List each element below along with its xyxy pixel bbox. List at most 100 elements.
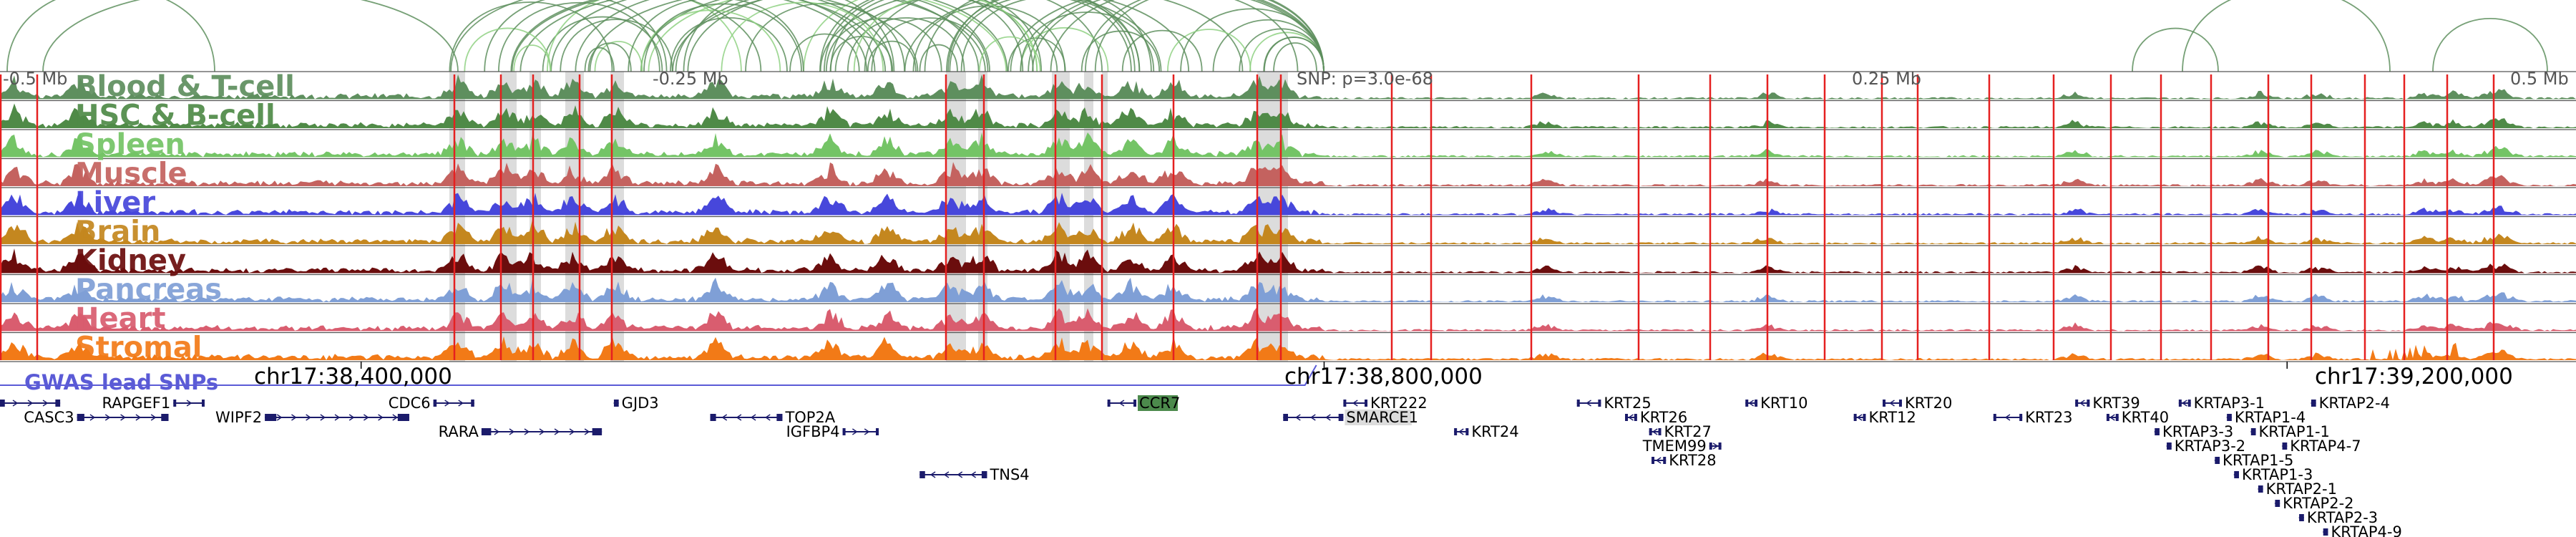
strand-arrow	[2154, 428, 2160, 435]
strand-arrow	[2214, 457, 2220, 464]
interaction-arc	[687, 0, 1008, 72]
interaction-arc	[594, 41, 643, 72]
track-label-5: Brain	[75, 216, 160, 248]
coord-label-38400000: chr17:38,400,000	[254, 364, 452, 390]
strand-arrow	[135, 414, 142, 421]
strand-arrow	[970, 471, 976, 478]
gene-exon	[1283, 414, 1288, 421]
gene-label-krtap1-4: KRTAP1-4	[2235, 409, 2306, 426]
interaction-arc	[449, 1, 613, 72]
gene-label-krtap4-9: KRTAP4-9	[2331, 523, 2401, 537]
gene-exon	[1598, 400, 1601, 407]
strand-arrow	[1458, 428, 1464, 435]
gene-exon	[615, 400, 619, 407]
interaction-arc	[819, 0, 1034, 72]
strand-arrow	[320, 414, 326, 421]
strand-arrow	[943, 471, 950, 478]
strand-arrow	[364, 414, 369, 421]
gene-label-krtap3-3: KRTAP3-3	[2162, 423, 2233, 440]
interaction-arc	[803, 0, 1038, 72]
strand-arrow	[584, 428, 590, 435]
gene-annotation-track: MSL1CASC3RAPGEF1WIPF2CDC6RARAGJD3TOP2AIG…	[0, 395, 2402, 537]
track-signal-9	[0, 335, 2576, 360]
strand-arrow	[1628, 414, 1634, 421]
gene-exon	[1755, 400, 1758, 407]
strand-arrow	[27, 400, 34, 407]
strand-arrow	[1712, 442, 1719, 450]
gene-exon	[981, 471, 987, 478]
gene-label-gjd3: GJD3	[622, 395, 659, 412]
gene-exon	[2253, 428, 2256, 435]
strand-arrow	[569, 428, 575, 435]
strand-arrow	[2250, 428, 2256, 435]
gene-exon	[2284, 442, 2288, 450]
gene-label-ccr7: CCR7	[1139, 395, 1180, 412]
interaction-arc	[484, 0, 668, 72]
gene-exon	[2260, 485, 2263, 493]
strand-arrow	[2311, 400, 2316, 407]
gene-exon	[710, 414, 716, 421]
strand-arrow	[1748, 400, 1755, 407]
track-signal-5	[0, 220, 2576, 244]
gene-exon	[1576, 400, 1580, 407]
interaction-arc	[589, 0, 986, 72]
gene-label-krt25: KRT25	[1604, 395, 1651, 412]
strand-arrow	[2298, 514, 2304, 521]
gene-exon	[1652, 457, 1655, 464]
gene-label-krt12: KRT12	[1868, 409, 1916, 426]
gene-label-krt20: KRT20	[1905, 395, 1952, 412]
coord-label-39200000: chr17:39,200,000	[2315, 364, 2513, 390]
strand-arrow	[1118, 400, 1125, 407]
interaction-arc	[542, 16, 663, 72]
gene-exon	[2155, 428, 2158, 435]
strand-arrow	[1586, 400, 1591, 407]
gene-exon	[1993, 414, 1996, 421]
scale-label-0-5: 0.5 Mb	[2510, 69, 2569, 89]
gene-exon	[397, 414, 409, 421]
gene-exon	[2275, 500, 2278, 507]
strand-arrow	[852, 428, 858, 435]
gene-exon	[1718, 442, 1722, 450]
interaction-arc	[823, 0, 1043, 72]
gene-exon	[1107, 400, 1111, 407]
strand-arrow	[509, 428, 515, 435]
interaction-arc	[1010, 0, 1324, 72]
gene-exon	[2250, 428, 2254, 435]
interaction-arc	[2182, 0, 2391, 72]
gene-label-krtap4-7: KRTAP4-7	[2290, 437, 2361, 455]
track-label-2: Spleen	[75, 128, 185, 161]
gene-label-smarce1: SMARCE1	[1346, 409, 1418, 426]
interaction-arc	[721, 1, 884, 72]
gene-label-krt39: KRT39	[2092, 395, 2140, 412]
interaction-arc	[978, 36, 1041, 72]
gene-label-krt27: KRT27	[1664, 423, 1711, 440]
gene-label-krtap2-2: KRTAP2-2	[2283, 495, 2353, 512]
interaction-arc	[947, 0, 1152, 72]
interaction-arc	[853, 0, 1038, 72]
gene-exon	[776, 414, 783, 421]
gene-exon	[2187, 400, 2191, 407]
gene-exon	[0, 400, 5, 407]
gwas-track: GWAS lead SNPs	[0, 364, 1317, 395]
interaction-arc	[550, 0, 876, 72]
interaction-arc	[904, 0, 1244, 72]
strand-arrow	[348, 414, 355, 421]
strand-arrow	[1889, 400, 1895, 407]
gene-exon	[2234, 471, 2238, 478]
interaction-arc	[640, 0, 980, 72]
gene-exon	[2115, 414, 2119, 421]
interaction-arc	[2432, 18, 2548, 72]
interaction-arc	[587, 42, 632, 72]
track-label-6: Kidney	[75, 244, 186, 277]
strand-arrow	[1352, 400, 1358, 407]
strand-arrow	[2322, 528, 2328, 536]
interaction-arc	[643, 3, 802, 72]
interaction-arc	[867, 40, 917, 72]
gene-exon	[1634, 414, 1637, 421]
gene-label-tmem99: TMEM99	[1642, 437, 1707, 455]
gene-label-top2a: TOP2A	[784, 409, 835, 426]
gene-exon	[592, 428, 602, 435]
track-label-8: Heart	[75, 302, 165, 335]
interaction-arc	[513, 44, 551, 72]
